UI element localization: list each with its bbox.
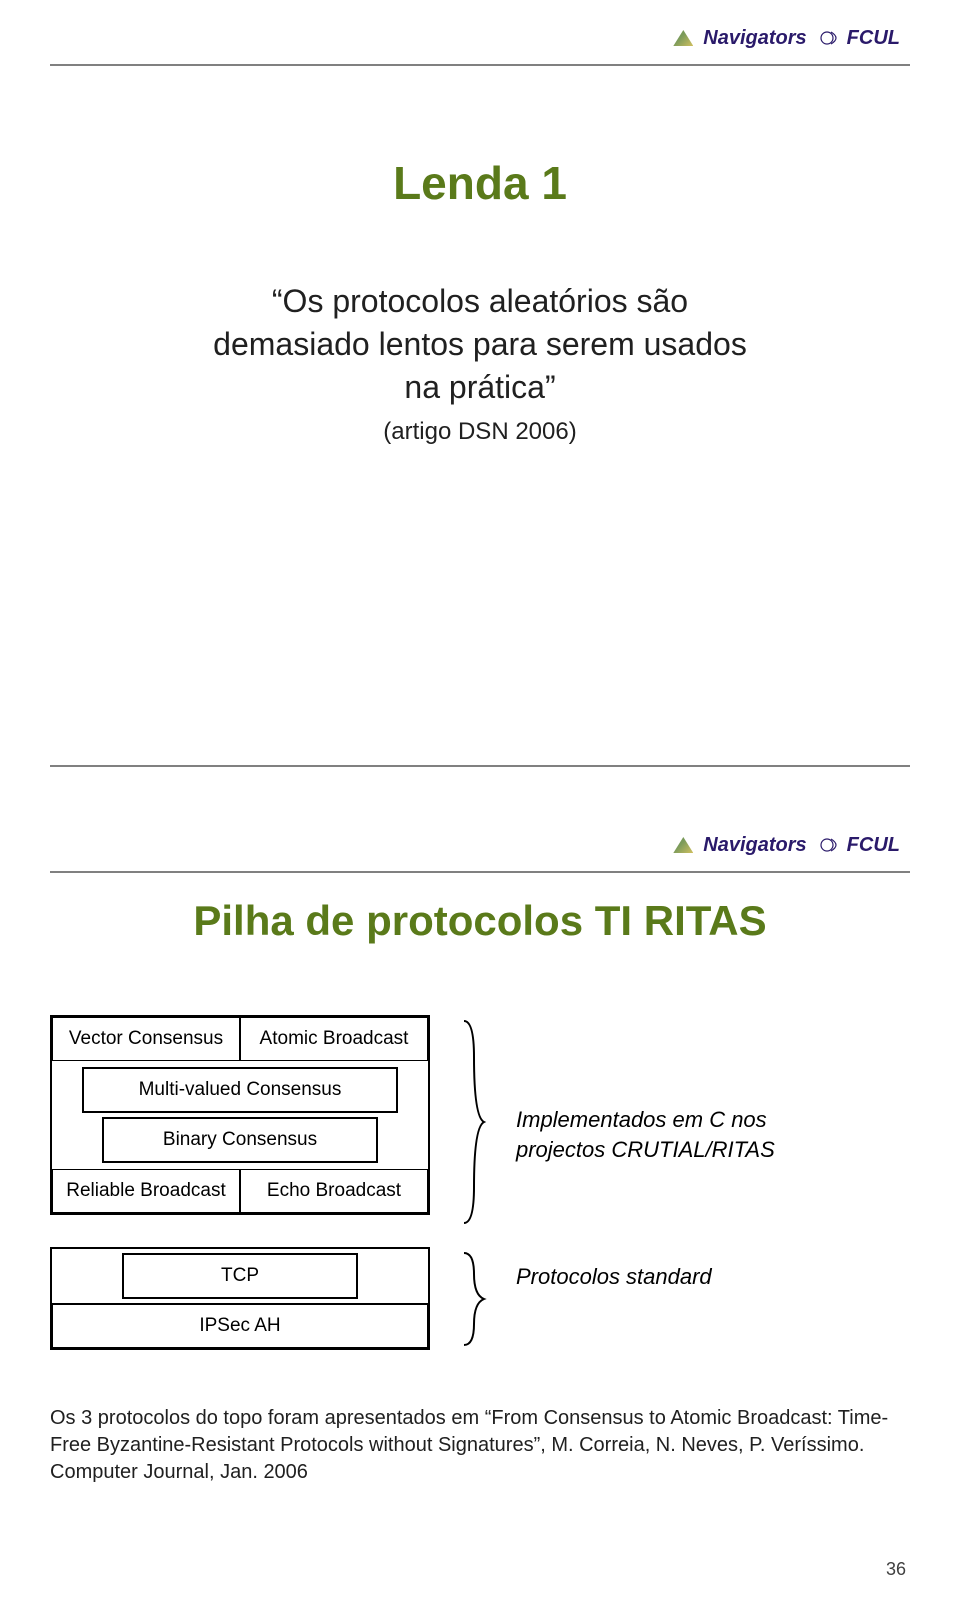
desc-implemented: Implementados em C nos projectos CRUTIAL… [516,1105,910,1164]
cell-reliable-broadcast: Reliable Broadcast [52,1169,240,1213]
navigators-label: Navigators [703,27,806,50]
cell-multi-valued: Multi-valued Consensus [82,1067,398,1113]
footnote: Os 3 protocolos do topo foram apresentad… [50,1405,910,1486]
slide1-line1: “Os protocolos aleatórios são [50,280,910,323]
brace-column [456,1017,490,1349]
brace-icon-bottom [458,1249,488,1349]
slide2-title: Pilha de protocolos TI RITAS [50,897,910,945]
descriptions: Implementados em C nos projectos CRUTIAL… [516,1075,910,1290]
page-number: 36 [886,1559,906,1580]
slide1-line3: na prática” [50,366,910,409]
footer-rule [50,765,910,767]
slide-header: Navigators FCUL [50,827,910,863]
desc-impl-line2: projectos CRUTIAL/RITAS [516,1135,910,1165]
cell-binary-consensus: Binary Consensus [102,1117,378,1163]
navigators-logo-icon [673,837,693,853]
cell-ipsec: IPSec AH [52,1303,428,1348]
fcul-logo-icon [817,28,843,48]
header-rule [50,64,910,66]
cell-echo-broadcast: Echo Broadcast [240,1169,428,1213]
navigators-label: Navigators [703,834,806,857]
fcul-group: FCUL [817,834,900,857]
navigators-logo-icon [673,30,693,46]
header-rule [50,871,910,873]
cell-vector-consensus: Vector Consensus [52,1017,240,1061]
desc-standard: Protocolos standard [516,1264,910,1290]
fcul-group: FCUL [817,27,900,50]
fcul-label: FCUL [847,834,900,857]
slide1-sub: (artigo DSN 2006) [50,418,910,446]
slide-header: Navigators FCUL [50,20,910,56]
slide1-body: “Os protocolos aleatórios são demasiado … [50,280,910,410]
desc-impl-line1: Implementados em C nos [516,1105,910,1135]
cell-tcp: TCP [122,1253,358,1299]
fcul-label: FCUL [847,27,900,50]
slide1-title: Lenda 1 [50,156,910,210]
slide1-line2: demasiado lentos para serem usados [50,323,910,366]
protocol-stack: Vector Consensus Atomic Broadcast Multi-… [50,1015,430,1350]
cell-atomic-broadcast: Atomic Broadcast [240,1017,428,1061]
brace-icon-top [458,1017,488,1227]
fcul-logo-icon [817,835,843,855]
